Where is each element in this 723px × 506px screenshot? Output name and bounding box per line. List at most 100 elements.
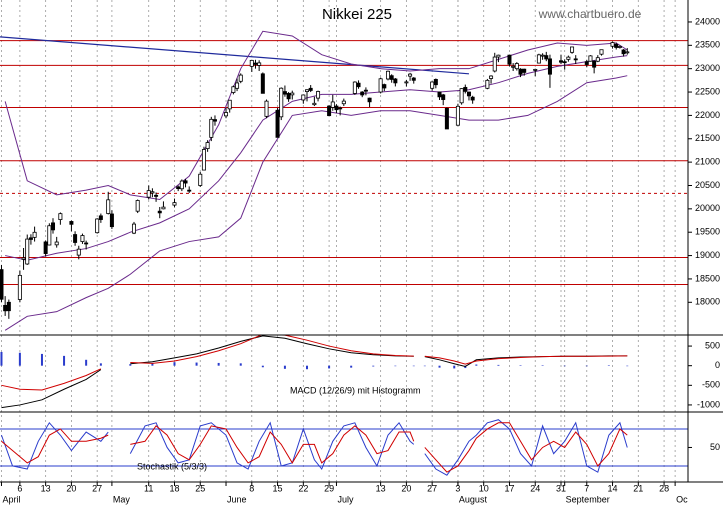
candle-body [84,242,89,245]
candle-body [378,78,383,93]
candle-body [172,202,177,206]
x-tick-label: 22 [298,483,308,493]
candle-body [614,43,619,48]
x-tick-label: 15 [273,483,283,493]
histogram-bar [99,363,102,366]
histogram-bar [40,353,43,366]
candle-body [51,222,56,231]
candle-body [518,68,523,75]
candle-body [21,257,26,260]
histogram-bar [283,365,286,369]
candle-body [393,78,398,84]
candle-body [547,58,552,75]
candle-body [157,210,162,214]
candle-body [617,46,622,48]
candle-body [305,89,310,92]
candle-body [514,63,519,70]
x-tick-label: 21 [633,483,643,493]
candle-body [43,241,48,254]
candle-body [533,68,538,71]
candle-body [69,221,74,225]
source-label: www.chartbuero.de [538,7,642,21]
macd-panel [0,335,629,409]
candle-body [301,94,306,101]
histogram-bar [261,365,264,368]
candle-body [198,173,203,186]
bollinger-band [4,75,628,331]
histogram-bar [173,362,176,366]
candle-body [308,87,313,91]
candle-body [338,107,343,110]
chart-title: Nikkei 225 [322,6,392,23]
x-tick-label: 24 [530,483,540,493]
candle-body [360,91,365,96]
price-panel [0,30,688,331]
month-label: April [2,494,20,504]
candle-body [466,91,471,97]
macd-line [1,369,102,409]
candle-body [595,57,600,62]
candle-body [485,79,490,89]
y-tick-label: 18500 [695,273,720,283]
candle-body [279,87,284,118]
x-tick-label: 7 [584,483,589,493]
candle-body [32,231,37,238]
month-label: August [459,494,488,504]
candle-body [54,241,59,246]
y-tick-label: 19500 [695,227,720,237]
histogram-bar [412,365,415,367]
y-tick-label: 500 [705,340,720,350]
candle-body [257,62,262,66]
candle-body [385,70,390,80]
candle-body [625,51,630,54]
candle-body [95,218,100,234]
x-tick-label: 14 [608,483,618,493]
candle-body [389,75,394,80]
stochastic-panel [0,419,688,476]
candle-body [146,190,151,198]
candle-body [496,54,501,58]
y-tick-label: 24000 [695,16,720,26]
x-tick-label: 20 [401,483,411,493]
candle-body [3,304,8,312]
y-tick-label: 21000 [695,157,720,167]
candle-body [544,55,549,60]
candle-body [235,82,240,89]
candle-body [599,49,604,55]
histogram-bar [85,359,88,366]
candle-body [231,86,236,93]
candle-body [411,77,416,81]
candle-body [209,118,214,138]
candle-body [430,81,435,89]
macd-line [1,368,102,391]
candle-body [187,189,192,192]
candle-body [282,91,287,95]
candle-body [0,269,4,300]
histogram-bar [195,362,198,366]
x-tick-label: 31 [556,483,566,493]
histogram-bar [217,362,220,366]
candle-body [290,92,295,96]
histogram-bar [239,363,242,366]
candle-body [238,74,243,82]
macd-line [130,335,414,364]
x-tick-label: 20 [66,483,76,493]
candle-body [253,62,258,65]
candle-body [566,56,571,60]
candle-body [183,180,188,184]
histogram-bar [541,365,544,366]
candle-body [28,237,33,240]
candle-body [573,58,578,61]
candle-body [205,142,210,149]
histogram-bar [563,365,566,367]
x-tick-label: 18 [169,483,179,493]
candle-body [249,59,254,67]
candle-body [511,65,516,68]
histogram-bar [423,365,426,367]
candle-body [201,149,206,171]
histogram-bar [18,352,21,366]
candle-body [80,235,85,242]
y-tick-label: 23500 [695,40,720,50]
